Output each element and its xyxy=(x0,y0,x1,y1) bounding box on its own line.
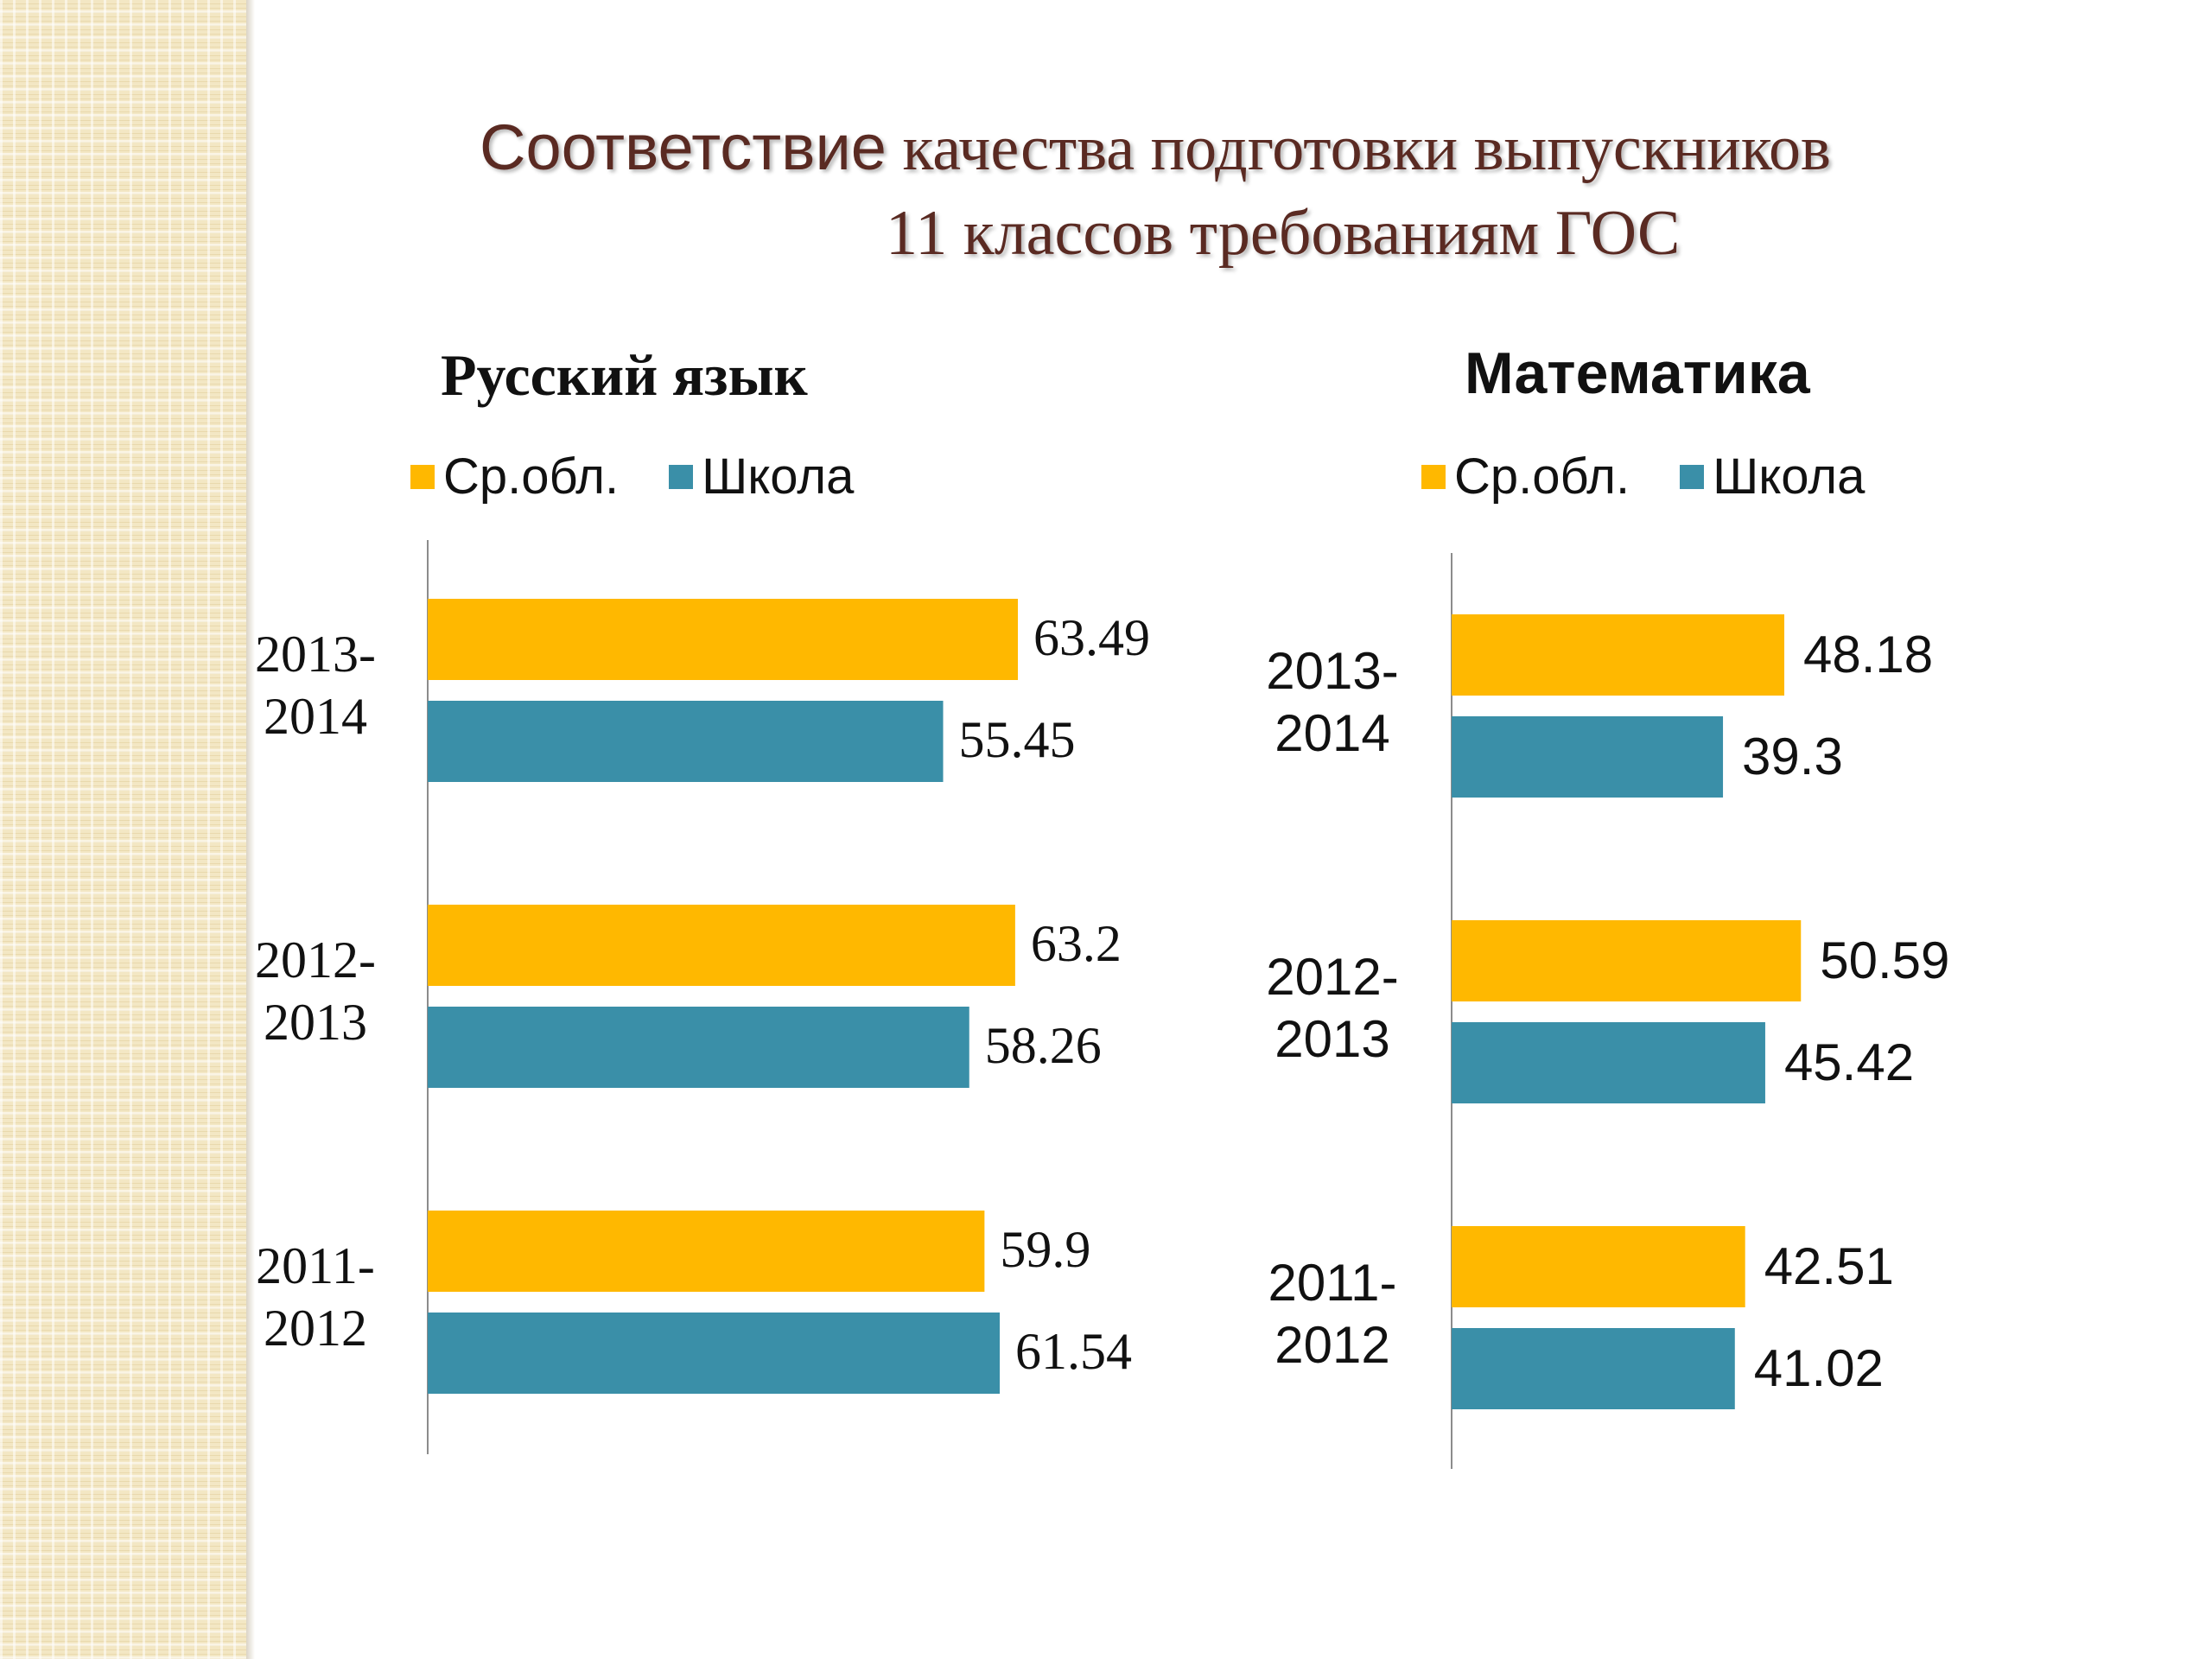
side-shadow xyxy=(246,0,255,1659)
ru-data-label: 59.9 xyxy=(1000,1221,1090,1278)
ru-bar xyxy=(428,1313,1001,1394)
math-data-label: 42.51 xyxy=(1764,1237,1894,1295)
legend-swatch-school xyxy=(669,464,694,489)
math-data-label: 41.02 xyxy=(1754,1339,1884,1397)
math-data-label: 48.18 xyxy=(1803,626,1933,683)
side-pattern xyxy=(0,0,246,1659)
legend-swatch-region xyxy=(410,464,435,489)
math-bar xyxy=(1452,716,1724,798)
math-category-label: 2011- xyxy=(1268,1254,1396,1312)
ru-category-label: 2012- xyxy=(255,931,376,988)
legend-label-school: Школа xyxy=(702,448,855,505)
ru-category-label: 2011- xyxy=(256,1237,375,1294)
slide-title-line-1: Соответствие качества подготовки выпускн… xyxy=(480,111,1831,186)
math-data-label: 50.59 xyxy=(1820,931,1949,989)
ru-bar xyxy=(428,599,1018,680)
ru-data-label: 58.26 xyxy=(985,1017,1102,1074)
legend-label-school: Школа xyxy=(1713,448,1866,505)
ru-category-label: 2013 xyxy=(264,994,367,1051)
slide-title-line-2: 11 классов требованиям ГОС xyxy=(886,198,1681,269)
math-category-label: 2012- xyxy=(1266,948,1398,1006)
math-category-label: 2014 xyxy=(1274,704,1389,762)
slide-title-part-2: качества подготовки выпускников xyxy=(886,113,1831,184)
math-category-label: 2013 xyxy=(1274,1010,1389,1068)
legend-math: Ср.обл. Школа xyxy=(1421,448,1915,505)
ru-data-label: 55.45 xyxy=(959,711,1076,768)
math-data-label: 39.3 xyxy=(1742,728,1843,785)
ru-category-label: 2014 xyxy=(264,688,367,745)
math-bar xyxy=(1452,614,1784,696)
ru-bar xyxy=(428,905,1015,986)
legend-swatch-school xyxy=(1680,464,1705,489)
ru-data-label: 61.54 xyxy=(1015,1323,1132,1380)
legend-label-region: Ср.обл. xyxy=(443,448,620,505)
math-data-label: 45.42 xyxy=(1784,1033,1914,1091)
legend-russian: Ср.обл. Школа xyxy=(410,448,904,505)
ru-data-label: 63.2 xyxy=(1031,915,1122,972)
math-category-label: 2013- xyxy=(1266,642,1398,700)
ru-bar xyxy=(428,1007,969,1088)
math-bar xyxy=(1452,1226,1745,1307)
ru-data-label: 63.49 xyxy=(1033,609,1150,666)
ru-category-label: 2013- xyxy=(255,626,376,683)
math-bar xyxy=(1452,1022,1765,1103)
chart-title-math: Математика xyxy=(1465,340,1810,406)
math-category-label: 2012 xyxy=(1274,1316,1389,1374)
ru-bar xyxy=(428,1211,985,1292)
slide-title-part-1: Соответствие xyxy=(480,111,887,183)
ru-category-label: 2012 xyxy=(264,1300,367,1357)
math-bar xyxy=(1452,920,1802,1001)
ru-bar xyxy=(428,701,944,782)
legend-swatch-region xyxy=(1421,464,1446,489)
chart-title-russian: Русский язык xyxy=(441,342,808,408)
legend-label-region: Ср.обл. xyxy=(1454,448,1630,505)
math-bar xyxy=(1452,1328,1735,1409)
